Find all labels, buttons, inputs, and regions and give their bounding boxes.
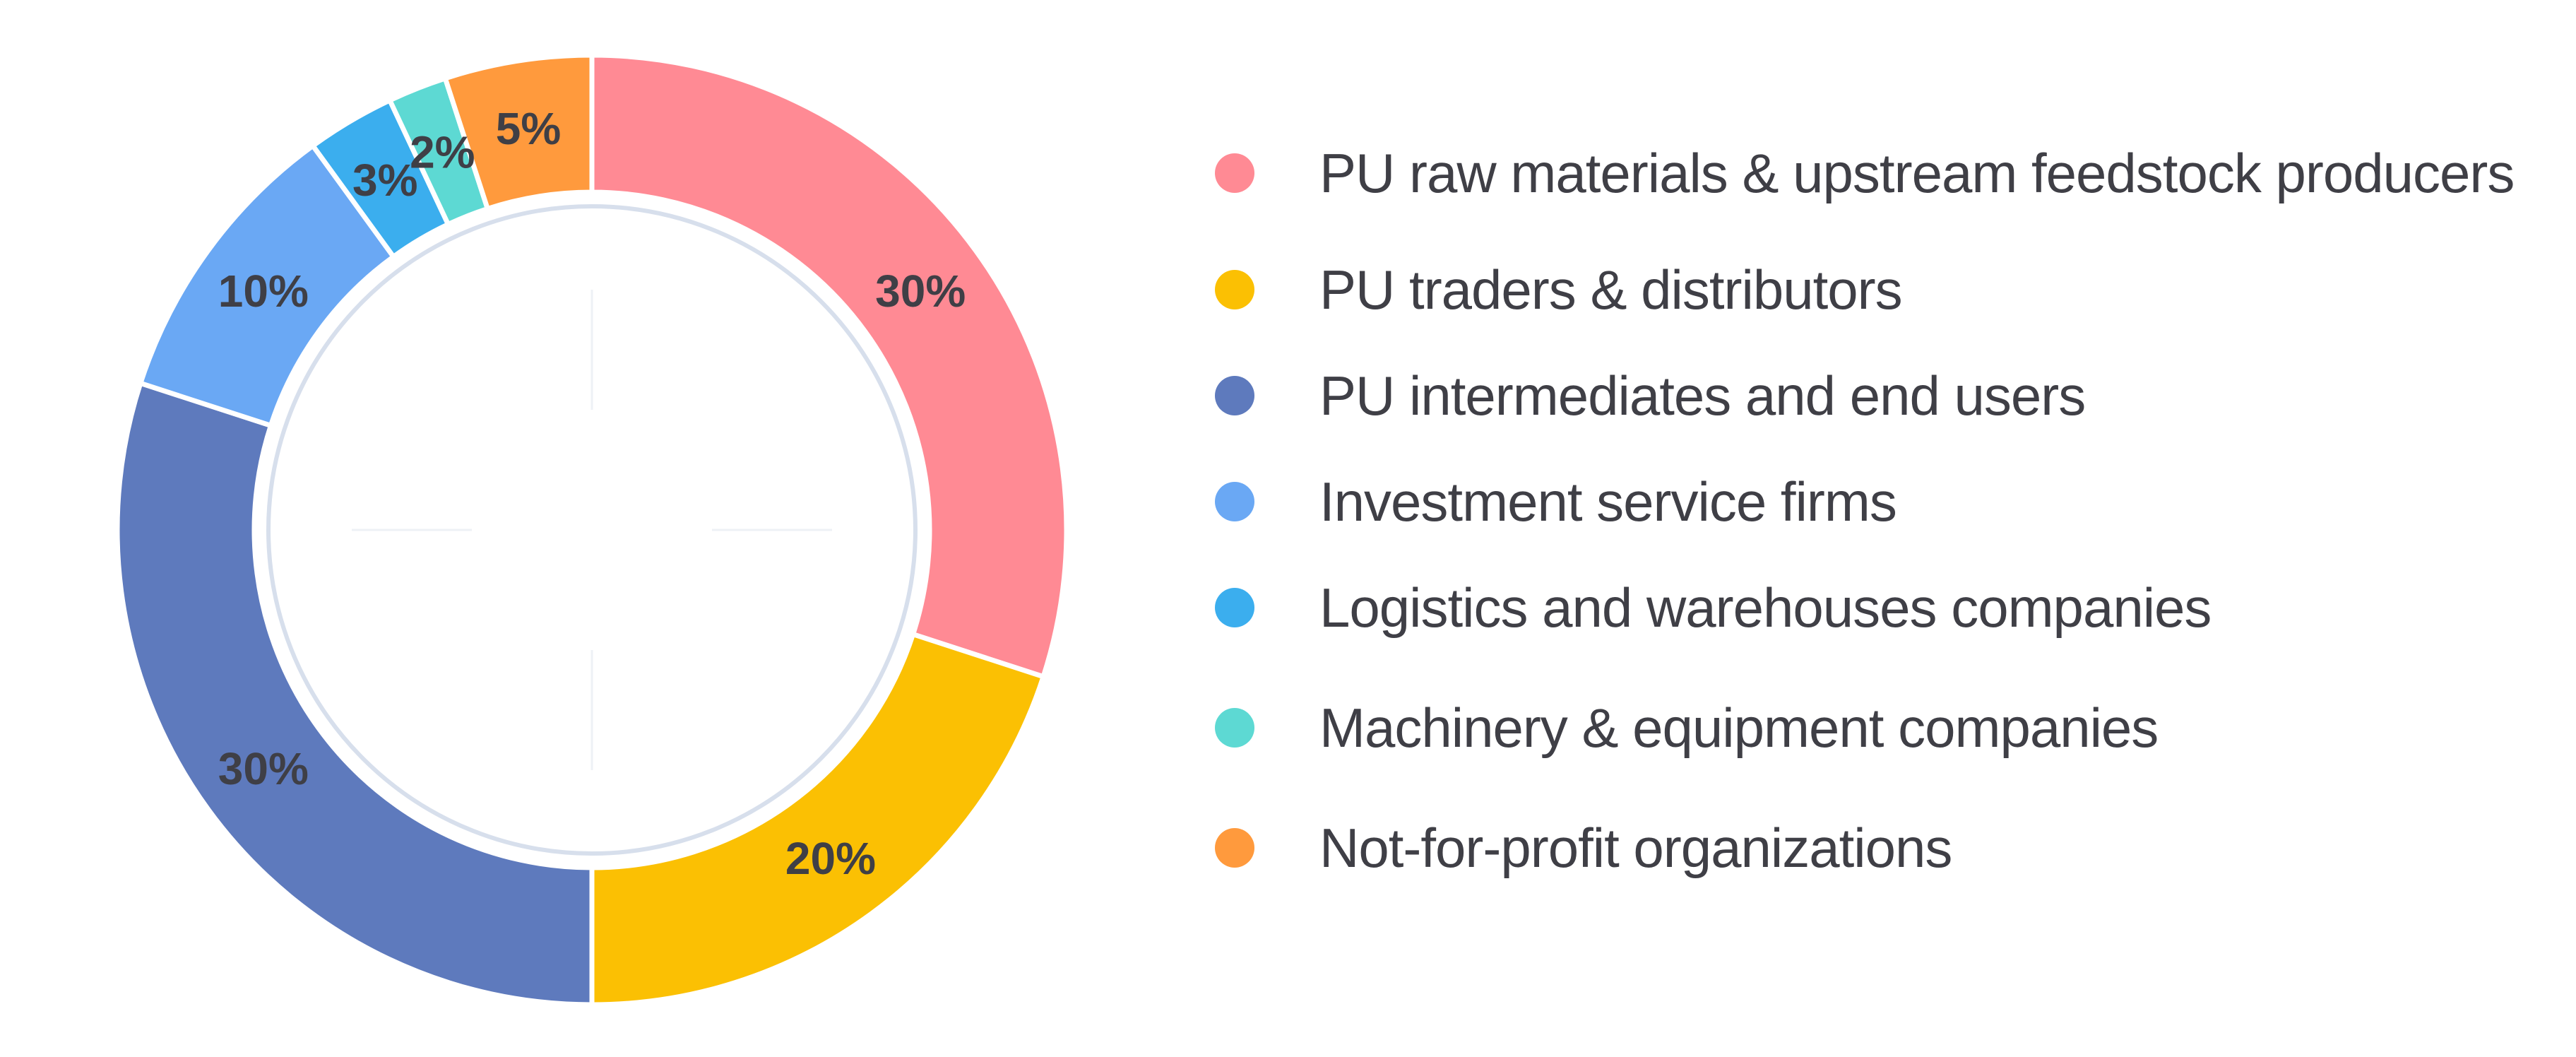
legend-swatch — [1215, 270, 1254, 309]
donut-slice-1 — [589, 52, 1069, 680]
legend-label: PU raw materials & upstream feedstock pr… — [1319, 141, 2515, 204]
legend-item-4: Investment service firms — [1215, 466, 1897, 537]
slice-label-1: 30% — [875, 266, 966, 317]
legend-label: Logistics and warehouses companies — [1319, 576, 2212, 639]
slice-label-3: 30% — [218, 743, 309, 794]
slice-label-5: 3% — [352, 155, 418, 206]
donut-slice-7 — [441, 52, 595, 212]
legend-item-5: Logistics and warehouses companies — [1215, 572, 2212, 643]
slice-label-7: 5% — [496, 103, 562, 154]
slice-label-6: 2% — [410, 126, 475, 177]
legend-swatch — [1215, 376, 1254, 415]
legend-item-6: Machinery & equipment companies — [1215, 692, 2159, 763]
legend-swatch — [1215, 708, 1254, 748]
legend-swatch — [1215, 153, 1254, 193]
legend-swatch — [1215, 482, 1254, 521]
legend-label: Not-for-profit organizations — [1319, 816, 1952, 879]
donut-slice-2 — [589, 631, 1047, 1008]
legend-item-2: PU traders & distributors — [1215, 254, 1903, 325]
inner-ring — [266, 204, 918, 856]
legend-item-7: Not-for-profit organizations — [1215, 813, 1952, 883]
legend-label: Investment service firms — [1319, 470, 1897, 533]
legend-swatch — [1215, 588, 1254, 627]
donut-plot: 30% 20% 30% 10% 3%2% 5% — [114, 52, 1069, 1008]
legend-swatch — [1215, 828, 1254, 868]
slice-label-4: 10% — [218, 266, 309, 317]
legend-item-1: PU raw materials & upstream feedstock pr… — [1215, 138, 2515, 208]
legend-label: PU traders & distributors — [1319, 258, 1903, 321]
legend-item-3: PU intermediates and end users — [1215, 360, 2086, 431]
donut-slice-3 — [114, 379, 595, 1008]
slice-label-2: 20% — [785, 833, 876, 884]
legend-label: Machinery & equipment companies — [1319, 696, 2159, 759]
chart-legend: PU raw materials & upstream feedstock pr… — [1215, 0, 2557, 1057]
legend-label: PU intermediates and end users — [1319, 364, 2086, 427]
